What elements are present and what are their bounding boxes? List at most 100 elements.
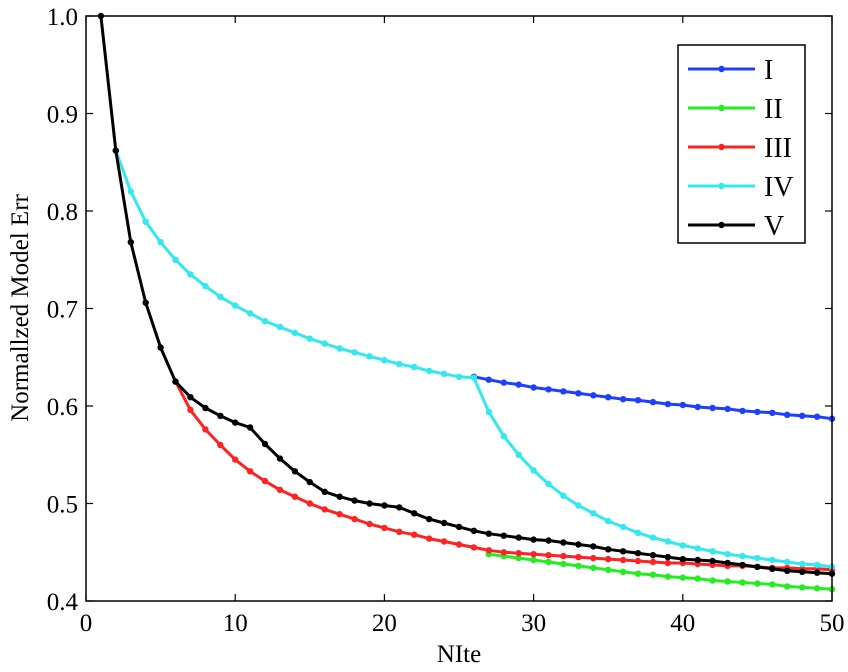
data-point: [545, 386, 552, 393]
data-point: [694, 545, 701, 552]
x-tick-label: 40: [670, 610, 695, 637]
data-point: [634, 550, 642, 557]
data-point: [530, 536, 537, 543]
legend-label: I: [764, 55, 773, 86]
data-point: [426, 535, 433, 542]
data-point: [634, 570, 642, 577]
data-point: [515, 381, 522, 388]
data-point: [127, 239, 134, 246]
x-tick-label: 50: [820, 610, 845, 637]
data-point: [500, 549, 507, 556]
data-point: [769, 565, 776, 572]
legend-swatch-marker: [718, 65, 725, 73]
data-point: [784, 558, 791, 566]
data-point: [440, 538, 448, 545]
data-point: [769, 581, 776, 588]
data-point: [605, 394, 612, 401]
data-point: [679, 542, 686, 549]
data-point: [411, 531, 418, 538]
data-point: [575, 562, 582, 570]
data-point: [739, 407, 746, 415]
data-point: [664, 553, 672, 561]
data-point: [813, 569, 821, 576]
data-point: [291, 493, 299, 500]
data-point: [560, 552, 567, 560]
legend-swatch-marker: [718, 182, 725, 190]
data-point: [276, 455, 284, 462]
legend-label: V: [764, 211, 784, 242]
x-tick-label: 10: [223, 610, 248, 637]
data-point: [754, 580, 761, 587]
data-point: [306, 335, 313, 342]
data-point: [217, 441, 224, 449]
data-point: [724, 578, 731, 585]
data-point: [470, 544, 478, 551]
data-point: [261, 440, 269, 448]
data-point: [202, 404, 209, 412]
data-point: [634, 529, 642, 536]
y-tick-label: 1.0: [47, 4, 78, 31]
data-point: [575, 502, 582, 509]
data-point: [306, 500, 313, 507]
data-point: [232, 419, 239, 426]
data-point: [500, 532, 507, 539]
series-II: [485, 551, 836, 593]
data-point: [575, 541, 582, 548]
data-point: [590, 510, 597, 517]
data-point: [142, 218, 149, 225]
data-point: [754, 554, 761, 562]
data-point: [515, 451, 522, 458]
data-point: [784, 567, 791, 574]
y-tick-label: 0.8: [47, 199, 78, 226]
y-tick-label: 0.9: [47, 102, 78, 129]
data-point: [560, 539, 567, 546]
data-point: [246, 424, 254, 431]
data-point: [679, 401, 686, 409]
data-point: [112, 147, 120, 154]
data-point: [694, 575, 701, 582]
data-point: [500, 379, 507, 386]
series-IV: [112, 147, 836, 571]
data-point: [530, 556, 537, 564]
data-point: [515, 534, 522, 541]
data-point: [694, 556, 701, 564]
data-point: [664, 400, 672, 408]
data-point: [530, 467, 537, 474]
data-point: [485, 547, 492, 554]
y-tick-label: 0.4: [47, 589, 79, 616]
data-point: [754, 408, 761, 416]
data-point: [813, 561, 821, 569]
data-point: [366, 520, 373, 528]
data-point: [396, 504, 403, 511]
data-point: [649, 534, 657, 541]
data-point: [157, 344, 164, 351]
data-point: [157, 239, 164, 246]
data-point: [724, 405, 731, 413]
data-point: [649, 558, 657, 566]
data-point: [709, 577, 716, 584]
data-point: [455, 523, 463, 531]
legend-label: II: [764, 94, 783, 125]
x-tick-label: 30: [521, 610, 546, 637]
data-point: [530, 551, 537, 558]
data-point: [634, 557, 642, 565]
data-point: [769, 556, 776, 564]
data-point: [261, 318, 269, 325]
data-point: [664, 559, 672, 567]
data-point: [575, 390, 582, 397]
data-point: [291, 468, 299, 475]
data-point: [664, 538, 672, 545]
data-point: [530, 384, 537, 391]
y-tick-label: 0.5: [47, 492, 78, 519]
data-point: [634, 397, 642, 404]
data-point: [276, 486, 284, 494]
legend-swatch-marker: [718, 104, 725, 112]
data-point: [739, 552, 746, 560]
data-point: [187, 394, 194, 401]
data-point: [411, 363, 418, 371]
data-point: [261, 477, 269, 485]
data-point: [246, 468, 254, 475]
data-point: [291, 329, 299, 337]
data-point: [381, 357, 388, 364]
data-point: [799, 568, 806, 575]
